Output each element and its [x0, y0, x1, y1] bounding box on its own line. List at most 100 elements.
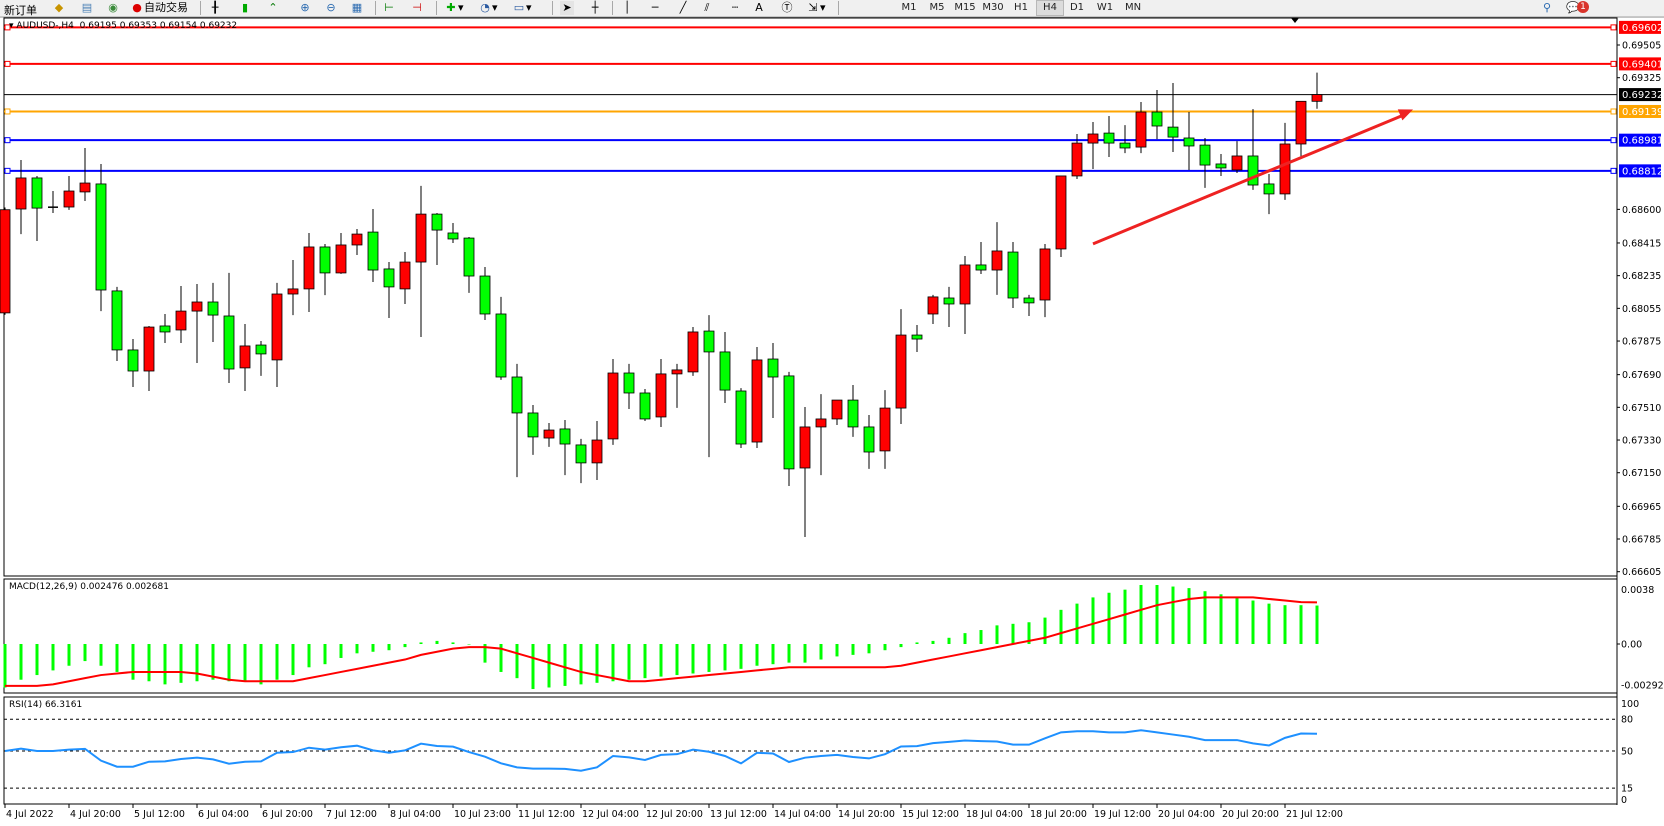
timeframe-m15-button[interactable]: M15 [954, 2, 976, 13]
candle [1199, 137, 1211, 188]
candle-body [735, 390, 747, 445]
candle [287, 260, 299, 316]
timeframe-m5-button[interactable]: M5 [929, 2, 945, 13]
horizontal-line-button[interactable]: ─ [648, 1, 662, 15]
periods-button[interactable]: ◔ ▾ [478, 1, 497, 15]
candle-body [1279, 143, 1291, 195]
candle [911, 325, 923, 352]
line-anchor-left[interactable] [4, 24, 11, 31]
trendline-button[interactable]: ╱ [676, 1, 690, 15]
candle [319, 244, 331, 296]
chart-shift-marker-icon[interactable] [1291, 18, 1299, 23]
candle-body [255, 344, 267, 355]
candle-body [127, 349, 139, 372]
auto-trading-button[interactable]: ● 自动交易 [130, 1, 188, 15]
candle-body [511, 376, 523, 414]
candlestick-button[interactable]: ▮ [238, 1, 252, 15]
templates-button[interactable]: ▭ ▾ [513, 1, 532, 14]
candle [815, 394, 827, 476]
macd-histogram-bar [899, 644, 903, 648]
text-label-button[interactable]: Ⓣ [780, 1, 794, 15]
line-anchor-left[interactable] [4, 60, 11, 67]
timeframe-d1-button[interactable]: D1 [1069, 2, 1085, 13]
price-tick-label: 0.69505 [1622, 41, 1661, 52]
line-chart-button[interactable]: ⌃ [266, 1, 280, 15]
cursor-button[interactable]: ➤ [560, 1, 574, 15]
chart-shift-button[interactable]: ⊣ [410, 1, 424, 15]
bar-chart-button[interactable]: ╂ [208, 1, 222, 15]
candle-body [719, 351, 731, 391]
text-button[interactable]: A [752, 1, 766, 15]
line-anchor-left[interactable] [4, 137, 11, 144]
macd-histogram-bar [1315, 605, 1319, 644]
new-order-button[interactable]: 新订单 [2, 1, 37, 17]
macd-histogram-bar [115, 644, 119, 672]
macd-histogram-bar [1059, 609, 1063, 644]
macd-histogram-bar [723, 644, 727, 671]
signals-button[interactable]: ◉ [106, 1, 120, 15]
tile-windows-button[interactable]: ▦ [350, 1, 364, 15]
line-anchor-right[interactable] [1610, 167, 1617, 174]
line-anchor-right[interactable] [1610, 137, 1617, 144]
text-label-icon: Ⓣ [781, 1, 793, 14]
notification-button[interactable]: 💬 1 [1566, 1, 1589, 15]
crosshair-button[interactable]: ┼ [588, 1, 602, 15]
macd-histogram-bar [291, 644, 295, 676]
timeframe-w1-button[interactable]: W1 [1096, 2, 1114, 13]
line-anchor-left[interactable] [4, 167, 11, 174]
candle [335, 232, 347, 274]
timeframe-mn-button[interactable]: MN [1124, 2, 1142, 13]
candle [1055, 175, 1067, 257]
candle-body [655, 373, 667, 418]
equidistant-channel-button[interactable]: ⫽ [700, 1, 714, 15]
candle [399, 252, 411, 304]
candle-body [1087, 133, 1099, 144]
candle-body [239, 345, 251, 369]
timeframe-m1-button[interactable]: M1 [901, 2, 917, 13]
macd-histogram-bar [963, 633, 967, 644]
macd-histogram-bar [531, 644, 535, 690]
horizontal-lines[interactable]: 0.69602 0.69401 0.69232 0.69139 0.68981 0.688… [4, 20, 1663, 178]
indicators-button[interactable]: ✚ ▾ [444, 1, 463, 15]
arrows-button[interactable]: ⇲ ▾ [806, 1, 825, 15]
candle-body [415, 213, 427, 263]
search-icon: ⚲ [1542, 1, 1552, 14]
candle [895, 309, 907, 425]
zoom-out-button[interactable]: ⊖ [324, 1, 338, 15]
macd-histogram-bar [19, 644, 23, 680]
rsi-pane [4, 718, 1617, 789]
candle-body [575, 444, 587, 464]
timeframe-m30-button[interactable]: M30 [982, 2, 1004, 13]
macd-histogram-bar [1219, 594, 1223, 644]
data-window-button[interactable]: ▤ [80, 1, 94, 15]
macd-histogram-bar [931, 640, 935, 644]
trend-arrow-line[interactable] [1092, 113, 1406, 246]
macd-histogram-bar [1139, 584, 1143, 644]
line-anchor-right[interactable] [1610, 60, 1617, 67]
candle [575, 438, 587, 484]
auto-trading-label: 自动交易 [144, 1, 188, 14]
timeframe-h4-button[interactable]: H4 [1036, 0, 1064, 16]
macd-histogram-bar [659, 644, 663, 677]
line-anchor-right[interactable] [1610, 24, 1617, 31]
trend-arrow-head-icon[interactable] [1397, 109, 1413, 121]
candle-body [1231, 155, 1243, 171]
candle [15, 159, 27, 235]
market-watch-button[interactable]: ◆ [52, 1, 66, 15]
zoom-in-button[interactable]: ⊕ [298, 1, 312, 15]
rsi-tick-label: 100 [1621, 699, 1639, 710]
candle-body [351, 233, 363, 246]
candle-body [943, 297, 955, 305]
fibonacci-button[interactable]: ┄ [728, 1, 742, 15]
trend-arrow[interactable] [1092, 109, 1413, 246]
line-anchor-left[interactable] [4, 108, 11, 115]
search-button[interactable]: ⚲ [1540, 1, 1554, 15]
timeframe-h1-button[interactable]: H1 [1014, 2, 1028, 13]
candle [191, 284, 203, 364]
scroll-button[interactable]: ⊢ [382, 1, 396, 15]
line-anchor-right[interactable] [1610, 108, 1617, 115]
vertical-line-button[interactable]: │ [620, 1, 634, 15]
rsi-tick-label: 50 [1621, 747, 1633, 758]
candle-body [63, 190, 75, 208]
